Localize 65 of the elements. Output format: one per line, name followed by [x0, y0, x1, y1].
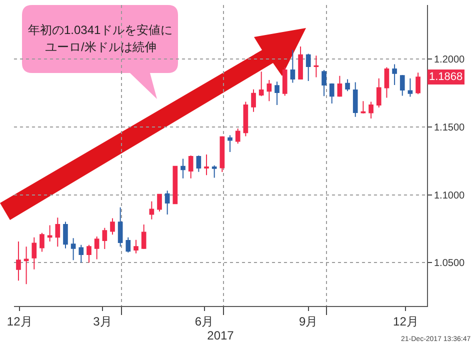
- candlestick: [118, 206, 123, 248]
- candlestick: [126, 236, 131, 253]
- candlestick: [408, 78, 413, 98]
- candlestick: [392, 64, 397, 86]
- candlestick: [47, 224, 52, 242]
- candlestick: [243, 101, 248, 137]
- candlestick: [400, 74, 405, 96]
- candlestick: [24, 246, 29, 285]
- candlestick: [376, 78, 382, 108]
- candlestick: [360, 100, 366, 114]
- candlestick: [329, 82, 334, 104]
- x-axis-title: 2017: [207, 328, 234, 342]
- y-tick-label: 1.2000: [434, 54, 466, 66]
- candlestick: [204, 154, 209, 176]
- candlestick: [416, 72, 420, 95]
- candlestick: [212, 164, 217, 178]
- candlestick: [149, 200, 154, 220]
- candlestick: [70, 238, 76, 261]
- x-tick-label: 6月: [194, 314, 214, 328]
- candlestick: [306, 53, 311, 82]
- candlestick: [282, 66, 288, 96]
- candlestick: [180, 158, 186, 179]
- candlestick: [141, 224, 146, 250]
- candlestick: [228, 134, 232, 152]
- candlestick: [314, 55, 319, 78]
- annotation: 1.1868: [429, 71, 463, 83]
- candlestick: [290, 49, 296, 84]
- x-tick-label: 12月: [393, 314, 418, 328]
- candlestick: [368, 101, 374, 119]
- candlestick: [94, 236, 100, 260]
- candlestick: [266, 79, 272, 102]
- candlestick: [157, 194, 162, 212]
- annotation: 年初の1.0341ドルを安値に: [28, 23, 173, 37]
- candlestick: [32, 236, 37, 270]
- candlestick: [274, 81, 280, 106]
- candlestick: [196, 155, 202, 172]
- candlestick: [258, 71, 264, 97]
- candlestick: [78, 244, 84, 264]
- candlestick: [220, 136, 225, 173]
- candlestick: [235, 128, 240, 144]
- candlestick: [63, 221, 68, 249]
- candlestick: [16, 240, 21, 282]
- x-tick-label: 12月: [6, 314, 32, 328]
- candlestick: [384, 66, 390, 98]
- x-tick-label: 3月: [93, 314, 112, 328]
- candlestick: [164, 190, 170, 215]
- candlestick: [345, 78, 350, 92]
- candlestick: [337, 75, 342, 98]
- candlestick: [40, 232, 44, 252]
- y-tick-label: 1.0500: [434, 258, 466, 270]
- candlestick: [110, 218, 115, 236]
- candlestick: [134, 239, 138, 254]
- y-tick-label: 1.1500: [434, 122, 466, 134]
- y-tick-label: 1.1000: [434, 190, 466, 202]
- candlestick: [188, 155, 194, 179]
- x-tick-label: 9月: [299, 314, 318, 328]
- candlestick: [251, 88, 256, 112]
- candlestick: [352, 82, 358, 118]
- annotation: ユーロ/米ドルは続伸: [45, 40, 156, 54]
- candlestick: [298, 46, 303, 80]
- candlestick: [102, 227, 108, 250]
- candlestick: [172, 166, 178, 204]
- candlestick: [322, 69, 326, 97]
- candlestick: [86, 244, 92, 264]
- candlestick: [55, 217, 60, 248]
